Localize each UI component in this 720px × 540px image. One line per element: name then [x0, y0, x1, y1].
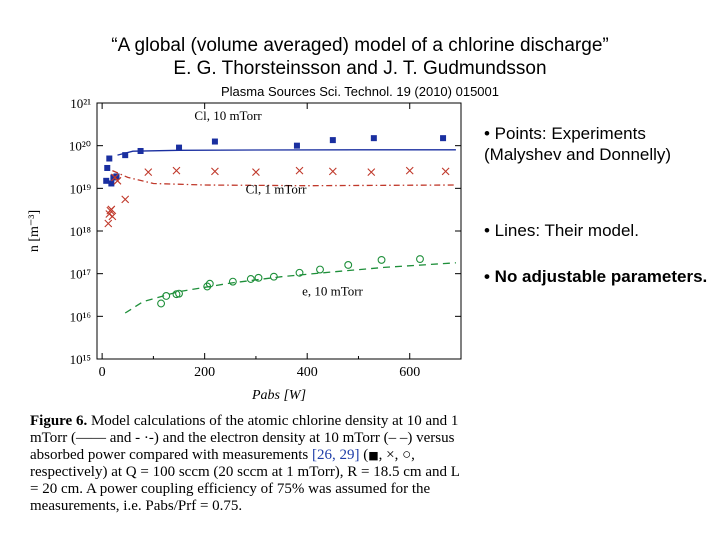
x-axis-label: Pabs [W] — [251, 388, 306, 403]
y-tick-label: 10¹⁵ — [70, 352, 91, 367]
x-tick-label: 200 — [194, 365, 215, 380]
data-point-cross — [113, 176, 122, 185]
data-point-cross — [108, 212, 117, 221]
y-tick-label: 10²⁰ — [69, 139, 91, 154]
data-point-square — [176, 144, 183, 151]
bullet-no-adjustable: • No adjustable parameters. — [484, 267, 708, 286]
data-point-circle — [162, 292, 171, 300]
slide-authors: E. G. Thorsteinsson and J. T. Gudmundsso… — [173, 58, 547, 79]
data-point-cross — [211, 167, 219, 176]
data-point-cross — [441, 167, 450, 176]
model-line-dashdot — [112, 170, 456, 187]
data-point-circle — [416, 255, 424, 264]
data-point-circle — [269, 272, 278, 281]
data-point-square — [110, 174, 117, 181]
data-point-square — [370, 135, 377, 142]
data-point-circle — [246, 275, 255, 283]
caption-text-3: , ×, ○, respectively) at Q = 100 sccm (2… — [30, 447, 460, 514]
chart-annotation: Cl, 10 mTorr — [194, 108, 262, 123]
y-tick-label: 10¹⁸ — [70, 224, 92, 239]
caption-text-1: Model calculations of the atomic chlorin… — [30, 413, 459, 463]
data-point-cross — [328, 167, 337, 176]
data-point-cross — [104, 219, 113, 228]
data-point-square — [108, 180, 115, 187]
y-tick-label: 10²¹ — [70, 96, 91, 111]
data-point-square — [211, 138, 218, 145]
data-point-circle — [295, 268, 304, 277]
data-point-square — [103, 177, 110, 184]
slide-citation: Plasma Sources Sci. Technol. 19 (2010) 0… — [221, 84, 499, 99]
y-tick-label: 10¹⁷ — [70, 267, 91, 282]
slide-title: “A global (volume averaged) model of a c… — [111, 35, 609, 56]
data-point-square — [106, 155, 113, 162]
data-point-circle — [377, 255, 386, 264]
bullet-points-experiments: • Points: Experiments (Malyshev and Donn… — [484, 124, 672, 164]
caption-label: Figure 6. — [30, 413, 88, 429]
data-point-cross — [252, 168, 260, 176]
bullet-lines-model: • Lines: Their model. — [484, 221, 639, 240]
model-line-solid — [117, 149, 456, 156]
y-tick-label: 10¹⁶ — [70, 309, 91, 324]
data-point-square — [440, 135, 447, 142]
data-point-circle — [254, 273, 263, 282]
data-point-circle — [228, 277, 237, 286]
y-axis-label: n [m⁻³] — [27, 210, 42, 252]
data-point-cross — [144, 168, 153, 176]
x-tick-label: 0 — [99, 365, 106, 380]
data-point-cross — [367, 168, 376, 176]
y-tick-label: 10¹⁹ — [70, 181, 92, 196]
figure-caption: Figure 6. Model calculations of the atom… — [30, 413, 470, 515]
data-point-square — [104, 164, 111, 171]
data-point-cross — [111, 173, 119, 182]
filled-square-icon: ■ — [368, 449, 379, 462]
chart-annotation: Cl, 1 mTorr — [246, 182, 308, 197]
data-point-square — [122, 152, 129, 159]
data-point-circle — [175, 289, 183, 298]
data-point-square — [293, 142, 300, 149]
caption-text-2: ( — [363, 447, 369, 463]
data-point-circle — [205, 279, 214, 288]
data-point-cross — [107, 205, 116, 214]
data-point-circle — [344, 261, 353, 269]
data-point-circle — [157, 299, 166, 308]
data-point-cross — [405, 166, 414, 175]
data-point-square — [329, 137, 336, 144]
data-point-cross — [121, 195, 130, 204]
data-point-cross — [172, 166, 181, 175]
plot-frame — [96, 102, 462, 360]
data-point-circle — [316, 265, 324, 274]
x-tick-label: 600 — [399, 365, 420, 380]
model-line-dashed — [124, 262, 456, 314]
data-point-circle — [203, 282, 212, 291]
density-chart: 0 200 400 600 10¹⁵ 10¹⁶ 10¹⁷ 10¹⁸ 10¹⁹ 10²⁰ 10²¹ Pa… — [27, 96, 462, 403]
x-tick-label: 400 — [297, 365, 318, 380]
caption-refs[interactable]: [26, 29] — [312, 447, 360, 463]
data-point-cross — [295, 166, 304, 175]
chart-annotation: e, 10 mTorr — [302, 283, 363, 298]
data-point-square — [137, 147, 144, 154]
